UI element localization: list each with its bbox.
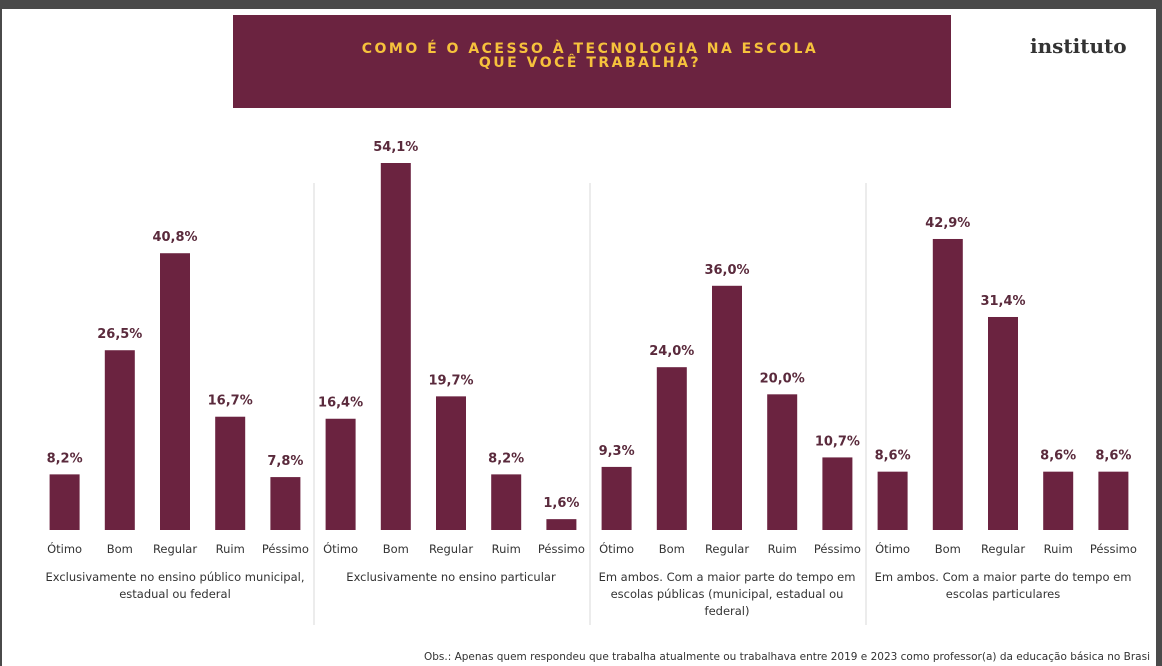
x-tick-label: Ótimo (47, 541, 82, 556)
bar (712, 285, 742, 530)
x-tick-label: Péssimo (814, 542, 861, 556)
value-label: 8,2% (47, 451, 83, 466)
bar (49, 474, 80, 530)
bar (325, 418, 356, 530)
x-tick-label: Péssimo (538, 542, 585, 556)
x-tick-label: Bom (659, 542, 685, 556)
x-tick-label: Regular (981, 542, 1025, 556)
group-label: Exclusivamente no ensino público municip… (45, 570, 305, 601)
bar (160, 253, 190, 530)
value-label: 8,6% (1040, 449, 1076, 464)
bar (215, 416, 246, 530)
bar (601, 466, 632, 530)
x-tick-label: Péssimo (262, 542, 309, 556)
value-label: 24,0% (649, 344, 694, 359)
value-label: 10,7% (815, 434, 860, 449)
chart-title: COMO É O ACESSO À TECNOLOGIA NA ESCOLA Q… (361, 41, 819, 71)
value-label: 42,9% (925, 216, 970, 231)
value-label: 9,3% (599, 444, 635, 459)
value-label: 8,6% (875, 449, 911, 464)
group-label: Exclusivamente no ensino particular (346, 570, 556, 584)
bar (988, 316, 1018, 530)
value-label: 36,0% (704, 263, 749, 278)
x-tick-label: Ótimo (323, 541, 358, 556)
bar (270, 477, 301, 530)
x-tick-label: Regular (705, 542, 749, 556)
logo: instituto (1030, 34, 1127, 58)
bar (877, 471, 908, 530)
value-label: 26,5% (97, 327, 142, 342)
bar (436, 396, 466, 530)
x-tick-label: Bom (935, 542, 961, 556)
x-tick-label: Bom (107, 542, 133, 556)
value-label: 8,2% (488, 451, 524, 466)
bar (1098, 471, 1129, 530)
x-tick-label: Ruim (492, 542, 521, 556)
title-box (233, 15, 951, 108)
x-tick-label: Regular (429, 542, 473, 556)
value-label: 7,8% (267, 454, 303, 469)
value-label: 54,1% (373, 140, 418, 155)
value-label: 40,8% (152, 230, 197, 245)
bar (104, 350, 135, 530)
bar (1043, 471, 1074, 530)
note: Obs.: Apenas quem respondeu que trabalha… (423, 651, 1150, 663)
bar (822, 457, 853, 530)
x-tick-label: Ruim (768, 542, 797, 556)
x-tick-label: Regular (153, 542, 197, 556)
x-tick-label: Péssimo (1090, 542, 1137, 556)
value-label: 31,4% (980, 294, 1025, 309)
value-label: 16,4% (318, 396, 363, 411)
x-tick-label: Ótimo (875, 541, 910, 556)
x-tick-label: Bom (383, 542, 409, 556)
x-tick-label: Ruim (1044, 542, 1073, 556)
bar (656, 367, 687, 530)
value-label: 1,6% (543, 496, 579, 511)
x-tick-label: Ruim (216, 542, 245, 556)
group-label: Em ambos. Com a maior parte do tempo em … (874, 570, 1132, 601)
bar (546, 519, 577, 530)
value-label: 8,6% (1095, 449, 1131, 464)
value-label: 19,7% (428, 373, 473, 388)
group-label: Em ambos. Com a maior parte do tempo em … (598, 570, 856, 618)
bar (380, 163, 411, 530)
bar (491, 474, 522, 530)
x-tick-label: Ótimo (599, 541, 634, 556)
bar (767, 394, 798, 530)
value-label: 16,7% (208, 394, 253, 409)
bar (932, 238, 963, 530)
value-label: 20,0% (760, 371, 805, 386)
